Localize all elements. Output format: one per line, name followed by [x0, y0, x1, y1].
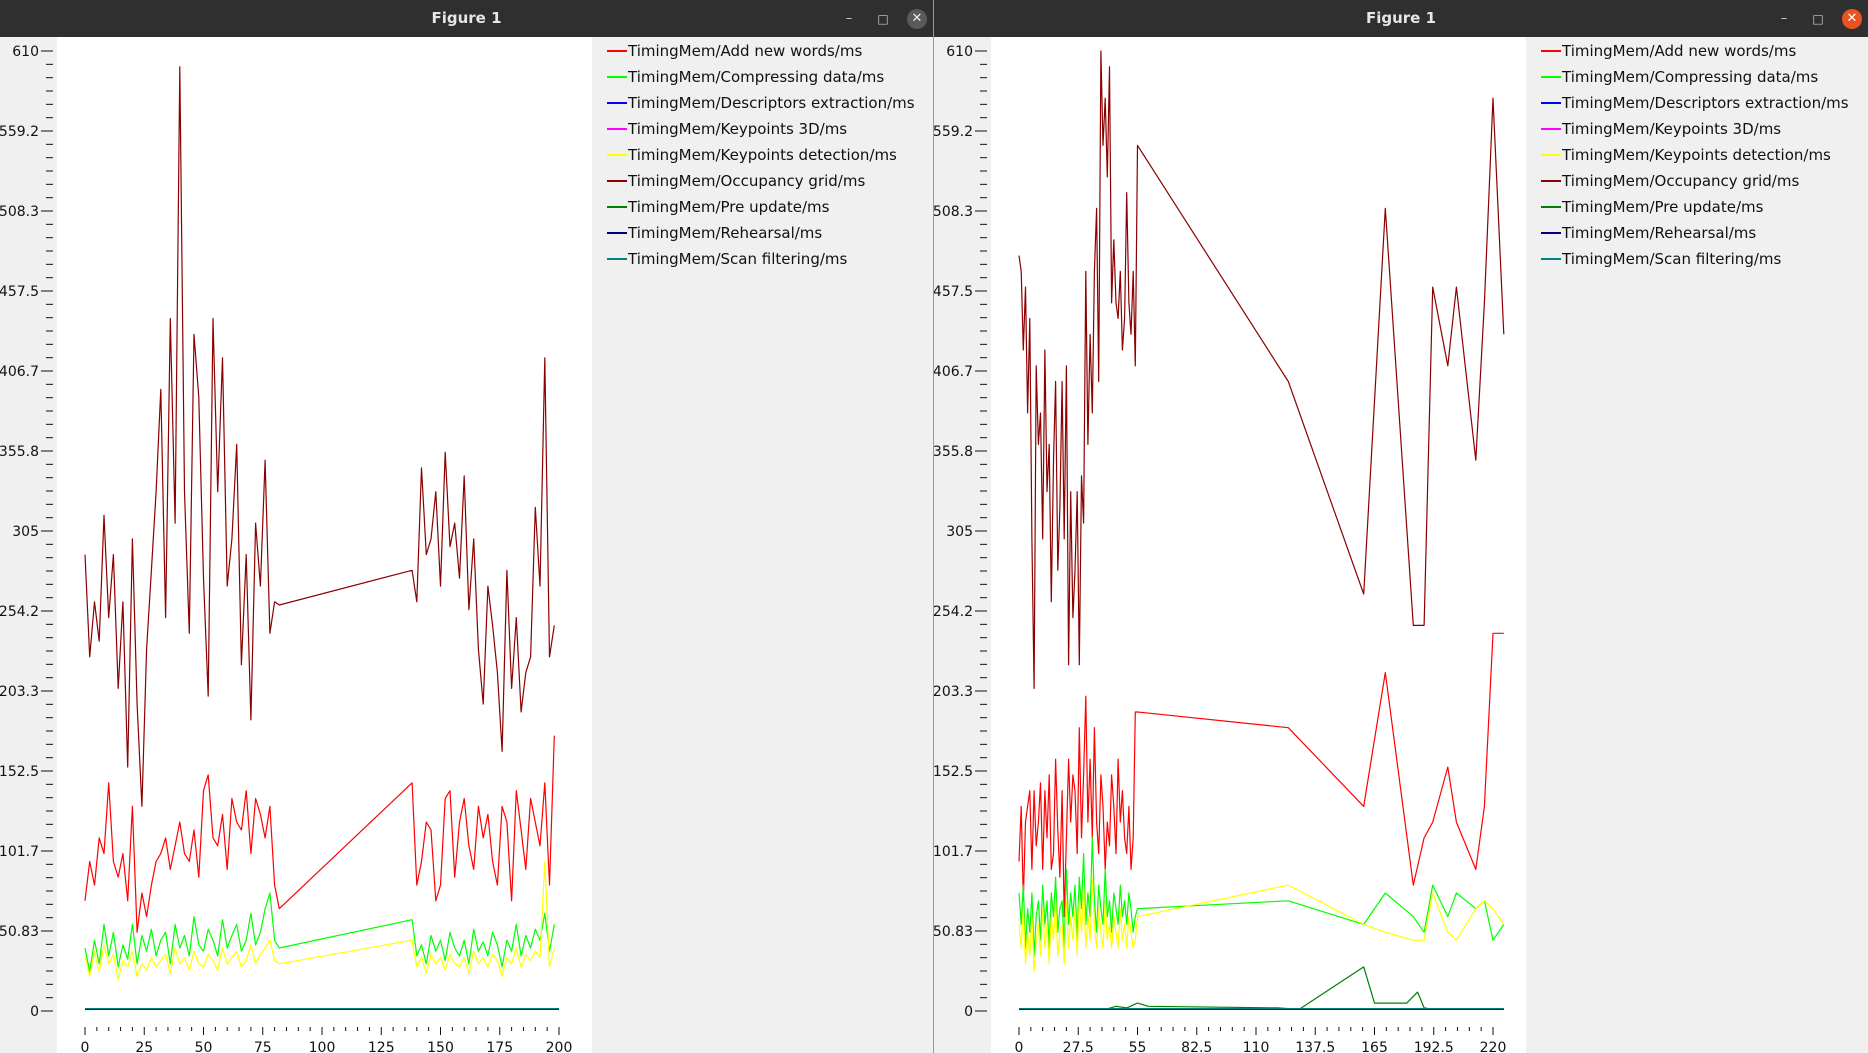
- y-tick-label: 254.2: [0, 604, 39, 620]
- series-line: [84, 66, 555, 808]
- window-title: Figure 1: [431, 9, 502, 27]
- y-tick-label: 406.7: [0, 364, 39, 380]
- series-line: [84, 860, 555, 981]
- legend-label: TimingMem/Scan filtering/ms: [1561, 250, 1782, 268]
- x-tick-label: 55: [1129, 1040, 1147, 1053]
- legend-label: TimingMem/Compressing data/ms: [627, 68, 884, 86]
- titlebar[interactable]: Figure 1 – □ ✕: [0, 0, 933, 37]
- x-tick-label: 220: [1480, 1040, 1507, 1053]
- titlebar[interactable]: Figure 1 – □ ✕: [934, 0, 1868, 37]
- figure-window-left: Figure 1 – □ ✕ 0 50.83 101.7 152.5 203.3 254.…: [0, 0, 933, 1053]
- x-tick-label: 50: [195, 1040, 213, 1053]
- series-line: [1018, 876, 1505, 973]
- x-tick-label: 125: [368, 1040, 395, 1053]
- x-tick-label: 0: [1015, 1040, 1024, 1053]
- maximize-icon[interactable]: □: [877, 12, 889, 26]
- series-line: [1018, 50, 1505, 690]
- chart-right[interactable]: 0 50.83 101.7 152.5 203.3 254.2 305 355.8 406.7 4…: [934, 37, 1868, 1053]
- y-tick-label: 355.8: [934, 444, 973, 460]
- y-tick-label: 610: [12, 44, 39, 60]
- y-tick-label: 101.7: [0, 844, 39, 860]
- y-tick-label: 203.3: [0, 684, 39, 700]
- y-tick-label: 101.7: [934, 844, 973, 860]
- legend-label: TimingMem/Rehearsal/ms: [627, 224, 822, 242]
- y-tick-label: 457.5: [934, 284, 973, 300]
- y-tick-label: 254.2: [934, 604, 973, 620]
- y-tick-label: 355.8: [0, 444, 39, 460]
- y-tick-label: 457.5: [0, 284, 39, 300]
- y-tick-label: 50.83: [0, 924, 39, 940]
- legend-label: TimingMem/Pre update/ms: [627, 198, 830, 216]
- y-tick-label: 508.3: [934, 204, 973, 220]
- y-tick-label: 152.5: [0, 764, 39, 780]
- legend-label: TimingMem/Keypoints 3D/ms: [1561, 120, 1781, 138]
- y-tick-label: 305: [946, 524, 973, 540]
- y-tick-label: 203.3: [934, 684, 973, 700]
- legend-label: TimingMem/Descriptors extraction/ms: [1561, 94, 1849, 112]
- legend-label: TimingMem/Rehearsal/ms: [1561, 224, 1756, 242]
- x-tick-label: 110: [1243, 1040, 1270, 1053]
- x-tick-label: 137.5: [1295, 1040, 1335, 1053]
- close-icon[interactable]: ✕: [907, 9, 927, 29]
- y-tick-label: 152.5: [934, 764, 973, 780]
- y-tick-label: 0: [30, 1004, 39, 1020]
- legend-label: TimingMem/Add new words/ms: [1561, 42, 1796, 60]
- series-line: [84, 735, 555, 933]
- plot-area: [57, 37, 592, 1053]
- y-tick-label: 559.2: [0, 124, 39, 140]
- y-tick-label: 610: [946, 44, 973, 60]
- series-line: [1018, 632, 1504, 918]
- x-tick-label: 25: [135, 1040, 153, 1053]
- x-tick-label: 165: [1361, 1040, 1388, 1053]
- y-tick-label: 0: [964, 1004, 973, 1020]
- legend-label: TimingMem/Keypoints 3D/ms: [627, 120, 847, 138]
- y-tick-label: 305: [12, 524, 39, 540]
- x-tick-label: 0: [81, 1040, 90, 1053]
- series-line: [84, 892, 555, 973]
- legend-label: TimingMem/Add new words/ms: [627, 42, 862, 60]
- legend-label: TimingMem/Compressing data/ms: [1561, 68, 1818, 86]
- legend-label: TimingMem/Scan filtering/ms: [627, 250, 848, 268]
- x-tick-label: 82.5: [1181, 1040, 1212, 1053]
- figure-window-right: Figure 1 – □ ✕ 0 50.83 101.7 152.5 203.3 254.…: [934, 0, 1868, 1053]
- legend-label: TimingMem/Occupancy grid/ms: [1561, 172, 1799, 190]
- series-line: [1018, 837, 1505, 957]
- minimize-icon[interactable]: –: [845, 11, 853, 26]
- close-icon[interactable]: ✕: [1842, 9, 1862, 29]
- y-tick-label: 50.83: [934, 924, 973, 940]
- legend-label: TimingMem/Keypoints detection/ms: [1561, 146, 1831, 164]
- minimize-icon[interactable]: –: [1780, 11, 1788, 26]
- y-tick-label: 406.7: [934, 364, 973, 380]
- x-tick-label: 192.5: [1414, 1040, 1454, 1053]
- y-tick-label: 559.2: [934, 124, 973, 140]
- maximize-icon[interactable]: □: [1812, 12, 1824, 26]
- window-title: Figure 1: [1365, 9, 1437, 27]
- legend-label: TimingMem/Keypoints detection/ms: [627, 146, 897, 164]
- x-tick-label: 27.5: [1063, 1040, 1094, 1053]
- x-tick-label: 75: [254, 1040, 272, 1053]
- x-tick-label: 150: [427, 1040, 454, 1053]
- x-tick-label: 100: [309, 1040, 336, 1053]
- x-tick-label: 200: [546, 1040, 573, 1053]
- window-divider: [933, 0, 934, 1053]
- chart-left[interactable]: 0 50.83 101.7 152.5 203.3 254.2 305 355.8 406.7 4…: [0, 37, 933, 1053]
- x-tick-label: 175: [486, 1040, 513, 1053]
- legend-label: TimingMem/Occupancy grid/ms: [627, 172, 865, 190]
- legend-label: TimingMem/Descriptors extraction/ms: [627, 94, 915, 112]
- y-tick-label: 508.3: [0, 204, 39, 220]
- legend-label: TimingMem/Pre update/ms: [1561, 198, 1764, 216]
